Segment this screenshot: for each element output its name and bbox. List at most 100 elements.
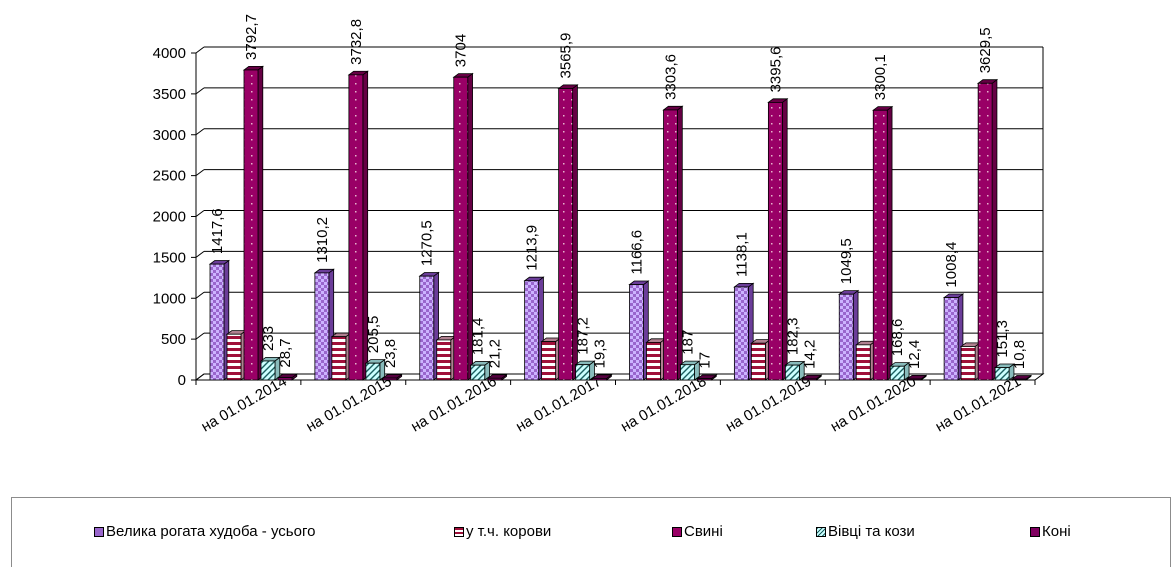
bar-front [209,263,225,381]
bar [750,338,772,381]
bar-front [872,109,888,381]
data-label: 1166,6 [629,230,646,275]
bar [259,356,281,381]
bar [942,293,965,381]
legend-item: Свині [672,523,723,540]
x-tick-label: на 01.01.2017 [513,373,605,436]
bar-front [277,377,293,381]
data-label: 3704 [453,34,470,67]
y-tick-label: 1000 [153,290,186,307]
legend-label: Свині [684,523,723,540]
bar-front [365,362,381,381]
data-label: 181,4 [470,318,487,356]
legend-label: Велика рогата худоба - усього [106,523,316,540]
y-tick-label: 500 [161,331,186,348]
bar [313,268,335,381]
bar [276,373,298,381]
bar [906,374,928,381]
data-label: 28,7 [277,338,294,367]
x-tick-label: на 01.01.2014 [198,373,290,436]
bars [208,65,1033,381]
data-label: 3395,6 [767,47,784,93]
bar [557,84,579,381]
bar-front [906,378,922,381]
bar-front [784,364,800,381]
bar [1010,374,1033,381]
legend-item: у т.ч. корови [454,523,551,540]
bar-front [697,378,712,381]
data-label: 3303,6 [663,54,680,100]
bar-front [260,360,276,381]
data-label: 10,8 [1011,340,1028,369]
bar-chart: 0 500 1000 1500 2000 2500 3000 3500 4000 на 01.01… [153,14,1045,436]
bar [591,374,613,381]
gridline [195,87,205,95]
bar-front [663,109,678,381]
legend-swatch [454,526,464,537]
bar [784,360,806,381]
bar-front [226,333,242,381]
gridline [195,46,205,54]
bar [435,335,457,381]
bar-front [855,344,871,381]
bar-front [629,284,644,381]
gridline [195,210,205,217]
bar [801,374,823,381]
x-tick-label: на 01.01.2016 [408,373,500,436]
data-label: 23,8 [382,339,399,368]
bar [767,98,789,381]
legend-swatch [94,526,104,537]
data-label: 3565,9 [558,33,575,79]
x-tick-label: на 01.01.2021 [932,373,1024,436]
bar-front [801,378,817,381]
data-label: 21,2 [487,339,504,368]
bar-front [331,336,347,381]
bar-front [382,377,398,381]
legend: Велика рогата худоба - усього у т.ч. кор… [11,497,1171,567]
bar-front [977,82,993,381]
bar [733,282,755,381]
bar [662,105,684,381]
bar-front [943,297,959,381]
y-tick-label: 2000 [153,209,186,226]
legend-row: Велика рогата худоба - усього у т.ч. кор… [12,523,1170,543]
legend-swatch [1030,526,1040,537]
y-tick-label: 1500 [153,249,186,266]
bar-front [436,339,452,381]
data-label: 168,6 [889,319,906,357]
data-label: 187 [680,330,697,355]
data-label: 187,2 [575,317,592,355]
y-tick-label: 3500 [153,86,186,103]
bar [645,337,667,381]
bar-front [524,280,540,381]
bar-front [750,342,766,381]
bar [959,342,982,381]
data-label: 1138,1 [733,232,750,277]
data-label: 1213,9 [524,225,541,271]
bar [418,271,440,381]
data-label: 17 [697,352,714,369]
legend-item: Вівці та кози [816,523,915,540]
bar [976,78,999,381]
legend-item: Велика рогата худоба - усього [94,523,315,540]
bar-front [575,364,591,381]
bar [855,340,877,381]
gridlines [195,46,1044,381]
bar-front [541,341,557,381]
bar-front [243,69,259,381]
bar-front [314,272,330,381]
gridline [195,332,205,340]
data-label: 3732,8 [348,19,365,65]
legend-label: у т.ч. корови [466,523,552,540]
bar [993,363,1016,381]
bar [330,332,352,381]
data-label: 12,4 [906,340,923,369]
bar [889,361,911,381]
data-label: 14,2 [801,340,818,369]
legend-item: Коні [1030,523,1071,540]
bar-front [889,365,905,381]
data-label: 1417,6 [209,208,226,254]
x-tick-label: на 01.01.2015 [303,373,395,436]
bar-front [838,293,854,381]
